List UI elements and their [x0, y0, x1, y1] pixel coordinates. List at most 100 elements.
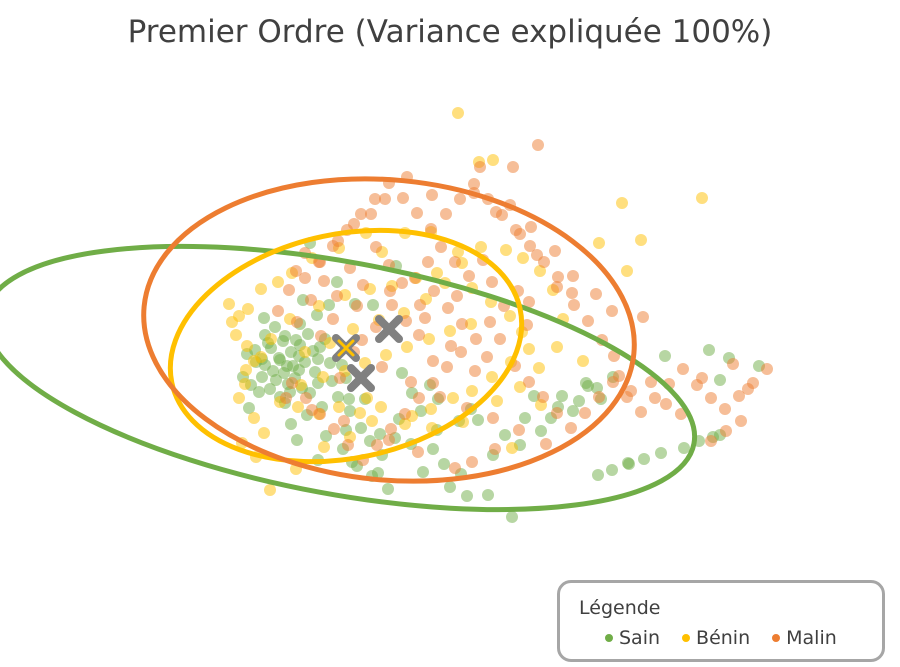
- point-sain: [506, 511, 518, 523]
- point-malin: [613, 370, 625, 382]
- point-malin: [489, 443, 501, 455]
- point-benin: [491, 395, 503, 407]
- point-sain: [567, 405, 579, 417]
- point-malin: [649, 392, 661, 404]
- point-sain: [323, 299, 335, 311]
- legend-item-benin: Bénin: [682, 627, 750, 649]
- point-malin: [490, 206, 502, 218]
- point-sain: [302, 328, 314, 340]
- point-benin: [361, 392, 373, 404]
- point-malin: [399, 408, 411, 420]
- point-benin: [223, 298, 235, 310]
- point-malin: [365, 208, 377, 220]
- point-malin: [677, 363, 689, 375]
- point-sain: [582, 380, 594, 392]
- legend-label-benin: Bénin: [696, 627, 751, 649]
- point-malin: [727, 358, 739, 370]
- point-malin: [645, 376, 657, 388]
- centroid-mark-inner: [352, 369, 370, 387]
- point-malin: [514, 228, 526, 240]
- point-malin: [441, 361, 453, 373]
- point-malin: [696, 372, 708, 384]
- point-sain: [291, 434, 303, 446]
- point-malin: [705, 392, 717, 404]
- point-benin: [375, 401, 387, 413]
- point-malin: [675, 408, 687, 420]
- point-benin: [241, 340, 253, 352]
- point-sain: [382, 483, 394, 495]
- point-benin: [318, 441, 330, 453]
- point-malin: [412, 446, 424, 458]
- point-sain: [287, 360, 299, 372]
- point-malin: [742, 383, 754, 395]
- point-benin: [317, 371, 329, 383]
- point-benin: [265, 333, 277, 345]
- point-malin: [565, 422, 577, 434]
- point-benin: [635, 234, 647, 246]
- point-malin: [525, 221, 537, 233]
- point-malin: [470, 333, 482, 345]
- point-malin: [300, 392, 312, 404]
- point-malin: [396, 277, 408, 289]
- point-malin: [386, 299, 398, 311]
- point-benin: [423, 333, 435, 345]
- point-sain: [535, 425, 547, 437]
- legend-item-malin: Malin: [772, 627, 837, 649]
- point-sain: [591, 382, 603, 394]
- point-benin: [696, 192, 708, 204]
- point-benin: [399, 418, 411, 430]
- point-malin: [463, 270, 475, 282]
- point-sain: [344, 405, 356, 417]
- point-sain: [417, 466, 429, 478]
- point-benin: [242, 303, 254, 315]
- point-malin: [579, 407, 591, 419]
- chart-title: Premier Ordre (Variance expliquée 100%): [127, 14, 773, 50]
- point-malin: [513, 424, 525, 436]
- point-malin: [494, 333, 506, 345]
- point-benin: [295, 379, 307, 391]
- point-sain: [396, 367, 408, 379]
- point-malin: [384, 285, 396, 297]
- point-sain: [243, 402, 255, 414]
- point-malin: [342, 439, 354, 451]
- point-malin: [705, 435, 717, 447]
- point-malin: [551, 281, 563, 293]
- point-sain: [472, 414, 484, 426]
- point-malin: [449, 256, 461, 268]
- point-benin: [299, 346, 311, 358]
- point-benin: [233, 392, 245, 404]
- point-malin: [537, 391, 549, 403]
- centroid-sain: [347, 364, 375, 392]
- point-malin: [428, 285, 440, 297]
- point-malin: [625, 385, 637, 397]
- point-malin: [411, 207, 423, 219]
- point-malin: [474, 161, 486, 173]
- legend-item-sain: Sain: [605, 627, 660, 649]
- point-malin: [338, 415, 350, 427]
- point-malin: [466, 456, 478, 468]
- point-malin: [637, 311, 649, 323]
- centroid-mark-inner: [337, 339, 355, 357]
- point-benin: [431, 267, 443, 279]
- legend-items: Sain Bénin Malin: [605, 627, 837, 649]
- point-sain: [519, 412, 531, 424]
- point-malin: [422, 256, 434, 268]
- point-malin: [582, 315, 594, 327]
- point-benin: [248, 412, 260, 424]
- point-sain: [623, 458, 635, 470]
- point-malin: [590, 288, 602, 300]
- point-sain: [659, 350, 671, 362]
- point-benin: [380, 349, 392, 361]
- point-benin: [523, 343, 535, 355]
- point-malin: [426, 189, 438, 201]
- point-malin: [606, 305, 618, 317]
- point-sain: [415, 405, 427, 417]
- legend: Légende Sain Bénin Malin: [557, 580, 885, 662]
- point-benin: [366, 415, 378, 427]
- point-benin: [255, 283, 267, 295]
- point-benin: [447, 392, 459, 404]
- point-benin: [272, 276, 284, 288]
- point-malin: [348, 218, 360, 230]
- point-malin: [318, 275, 330, 287]
